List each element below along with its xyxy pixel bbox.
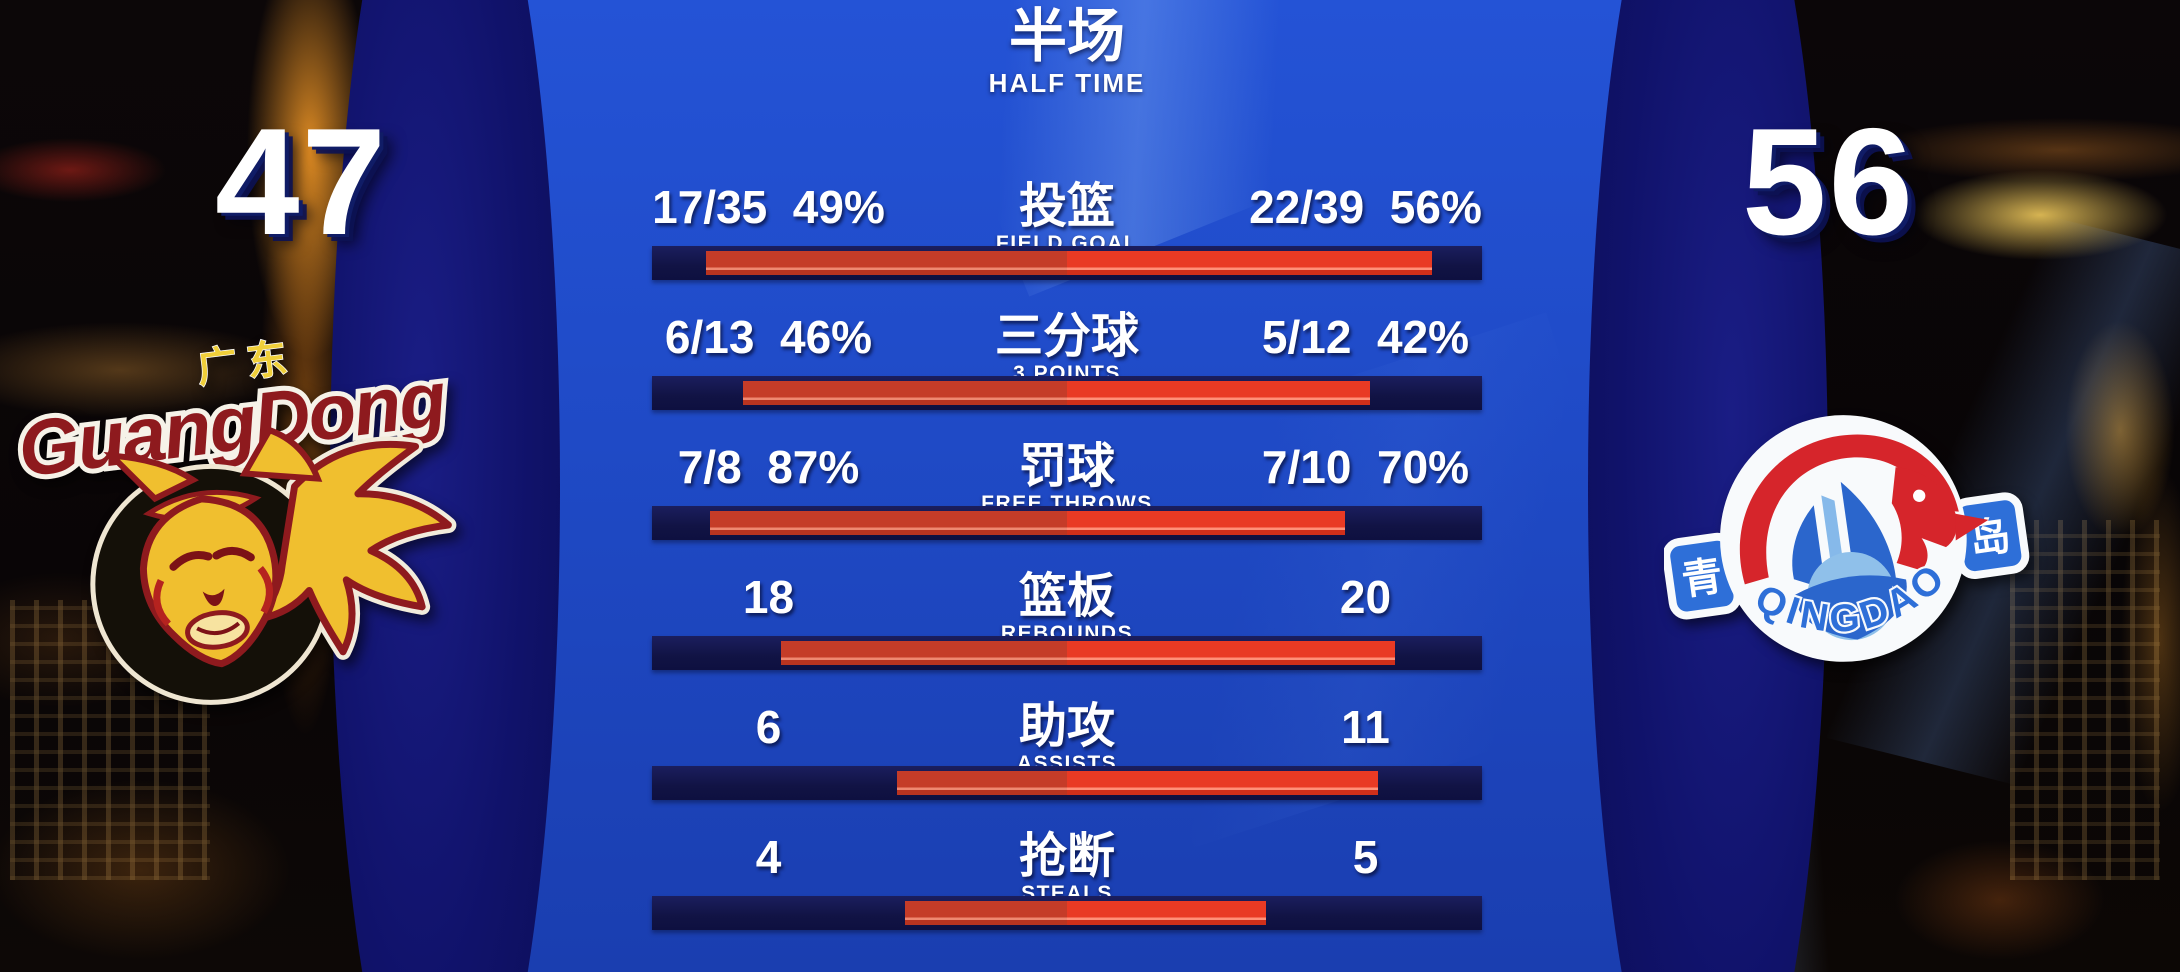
tiger-mouth [196, 621, 241, 636]
comparison-bar-track [652, 506, 1482, 540]
comparison-bar-track [652, 636, 1482, 670]
qingdao-zh-left: 青 [1679, 552, 1726, 603]
right-team-stat-value: 7/10 70% [1261, 441, 1470, 493]
left-team-stat-value: 6 [755, 701, 782, 753]
halftime-title-en: HALF TIME [988, 68, 1146, 98]
sail-left [1792, 505, 1826, 590]
stat-values-line: 17/35 49% 投篮 FIELD GOAL 22/39 56% [635, 183, 1499, 257]
tiger-muzzle [185, 610, 250, 650]
right-team-bar [1067, 381, 1370, 405]
comparison-bar-track [652, 896, 1482, 930]
right-team-bar [1067, 511, 1346, 535]
wave-hull [1794, 575, 1907, 640]
eagle-eye [1913, 489, 1926, 502]
right-building-lights [2010, 520, 2160, 880]
stat-row: 17/35 49% 投篮 FIELD GOAL 22/39 56% [635, 183, 1499, 313]
stat-row: 4 抢断 STEALS 5 [635, 833, 1499, 963]
left-team-bar [896, 771, 1067, 795]
right-team-stat-value: 22/39 56% [1249, 181, 1482, 233]
eagle-crest [1739, 434, 1959, 585]
tiger-icon: 广东 GuangDong [9, 335, 457, 705]
qingdao-team-logo: 青 岛 QINGDAO [1664, 415, 2030, 662]
stat-values-line: 4 抢断 STEALS 5 [635, 833, 1499, 907]
right-team-stat-value: 20 [1339, 571, 1392, 623]
tiger-nose [202, 588, 225, 607]
right-team-bar [1067, 901, 1267, 925]
stat-label-zh: 罚球 [1018, 440, 1115, 493]
right-team-score: 56 [1742, 97, 1916, 267]
right-team-stat-value: 5/12 42% [1261, 311, 1470, 363]
comparison-bar-track [652, 376, 1482, 410]
tiger-eye-right [212, 546, 255, 562]
stat-row: 7/8 87% 罚球 FREE THROWS 7/10 70% [635, 443, 1499, 573]
stat-label-zh: 抢断 [1018, 830, 1115, 883]
right-team-stat-value: 5 [1352, 831, 1379, 883]
stat-label-zh: 投篮 [1018, 180, 1115, 233]
stat-label-zh: 篮板 [1018, 570, 1115, 623]
comparison-bar-track [652, 246, 1482, 280]
stat-row: 6/13 46% 三分球 3 POINTS 5/12 42% [635, 313, 1499, 443]
left-team-stat-value: 18 [742, 571, 795, 623]
right-team-bar [1067, 641, 1395, 665]
left-team-stat-value: 7/8 87% [677, 441, 860, 493]
stat-values-line: 6/13 46% 三分球 3 POINTS 5/12 42% [635, 313, 1499, 387]
left-team-bar [905, 901, 1067, 925]
left-team-stat-value: 17/35 49% [652, 181, 885, 233]
left-team-bar [705, 251, 1067, 275]
tiger-cheek-left [153, 578, 172, 627]
halftime-title-zh: 半场 [1008, 4, 1125, 69]
stats-blue-panel [420, 0, 2180, 972]
tiger-ear-left [103, 451, 199, 503]
guangdong-team-logo: 广东 GuangDong [9, 335, 457, 705]
eagle-icon: 青 岛 QINGDAO [1664, 415, 2030, 662]
stat-label-zh: 三分球 [994, 310, 1139, 363]
left-team-bar [743, 381, 1067, 405]
tiger-cheek-right [257, 566, 273, 614]
eagle-beak [1955, 513, 1989, 541]
flames [256, 440, 452, 656]
left-team-stat-value: 4 [755, 831, 782, 883]
eagle-head [1891, 467, 1957, 571]
stats-column: 半场 HALF TIME 17/35 49% 投篮 FIELD GOAL 22/… [635, 6, 1499, 963]
comparison-bar-track [652, 766, 1482, 800]
left-team-bar [710, 511, 1067, 535]
right-team-bar [1067, 771, 1379, 795]
left-team-score: 47 [215, 97, 389, 267]
tiger-eye-left [169, 550, 213, 571]
right-team-stat-value: 11 [1341, 701, 1390, 753]
stat-label-zh: 助攻 [1018, 700, 1115, 753]
right-team-bar [1067, 251, 1433, 275]
stat-row: 6 助攻 ASSISTS 11 [635, 703, 1499, 833]
tiger-ear-right [239, 426, 323, 482]
left-team-bar [780, 641, 1067, 665]
left-team-stat-value: 6/13 46% [664, 311, 873, 363]
stat-rows: 17/35 49% 投篮 FIELD GOAL 22/39 56% 6/13 4… [635, 183, 1499, 963]
stat-row: 18 篮板 REBOUNDS 20 [635, 573, 1499, 703]
